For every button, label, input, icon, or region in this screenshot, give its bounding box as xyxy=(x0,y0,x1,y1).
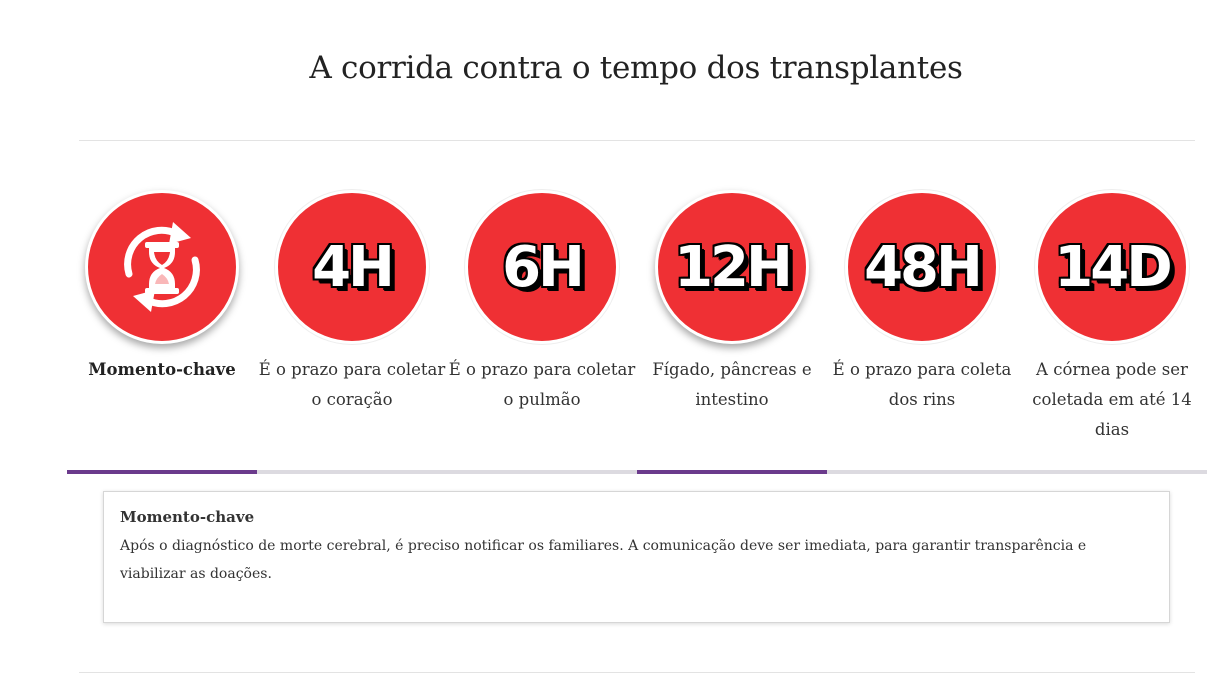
bottom-divider xyxy=(79,672,1195,673)
timeline-caption: Fígado, pâncreas e intestino xyxy=(652,360,812,409)
page-title: A corrida contra o tempo dos transplante… xyxy=(309,50,963,86)
timeline-circle-label: 14D xyxy=(1054,234,1172,300)
hourglass-cycle-icon xyxy=(124,222,200,312)
details-text: Após o diagnóstico de morte cerebral, é … xyxy=(120,538,1087,582)
timeline-circle[interactable]: 48H xyxy=(845,190,999,344)
progress-segment-active xyxy=(67,470,257,474)
timeline-circle[interactable]: 12H xyxy=(655,190,809,344)
progress-segment-active xyxy=(637,470,827,474)
timeline-caption: É o prazo para coletar o pulmão xyxy=(448,360,636,409)
timeline-circle-label: 6H xyxy=(502,234,585,300)
timeline-progress-track xyxy=(67,470,1207,474)
timeline-circle[interactable]: 14D xyxy=(1035,190,1189,344)
timeline-circle[interactable] xyxy=(85,190,239,344)
timeline-circle-label: 48H xyxy=(864,234,983,300)
top-divider xyxy=(79,140,1195,141)
timeline-circle[interactable]: 4H xyxy=(275,190,429,344)
timeline-circle-label: 12H xyxy=(674,234,793,300)
timeline-caption: É o prazo para coletar o coração xyxy=(258,360,446,409)
details-panel: Momento-chave Após o diagnóstico de mort… xyxy=(103,491,1170,623)
timeline-caption: É o prazo para coleta dos rins xyxy=(832,360,1012,409)
timeline-circle[interactable]: 6H xyxy=(465,190,619,344)
timeline-caption: A córnea pode ser coletada em até 14 dia… xyxy=(1032,360,1192,439)
details-title: Momento-chave xyxy=(120,508,255,526)
timeline-caption: Momento-chave xyxy=(88,360,236,379)
timeline-circle-label: 4H xyxy=(312,234,395,300)
